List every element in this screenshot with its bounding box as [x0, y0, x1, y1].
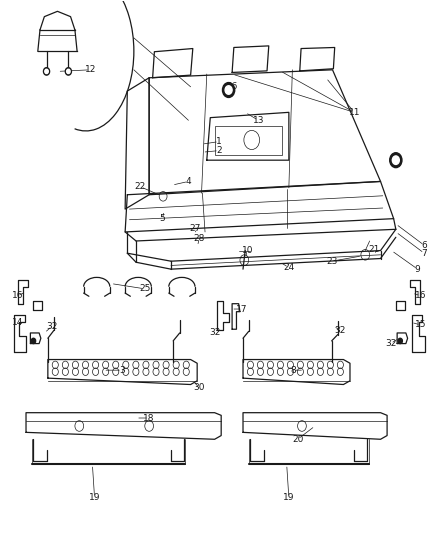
- Text: 19: 19: [89, 493, 100, 502]
- Text: 14: 14: [11, 318, 23, 327]
- Text: 15: 15: [415, 320, 427, 329]
- Text: 1: 1: [216, 137, 222, 146]
- Text: 28: 28: [194, 234, 205, 243]
- Text: 32: 32: [335, 326, 346, 335]
- Circle shape: [65, 68, 71, 75]
- Bar: [215, 126, 283, 155]
- Circle shape: [67, 69, 70, 74]
- Text: 23: 23: [326, 257, 337, 265]
- Text: 32: 32: [385, 339, 396, 348]
- Circle shape: [390, 153, 402, 167]
- Circle shape: [392, 156, 399, 165]
- Circle shape: [45, 69, 48, 74]
- Text: 16: 16: [415, 291, 427, 300]
- Text: 13: 13: [253, 116, 264, 125]
- Text: 16: 16: [11, 291, 23, 300]
- Text: 30: 30: [194, 383, 205, 392]
- Text: 7: 7: [421, 249, 427, 258]
- Text: 19: 19: [283, 493, 295, 502]
- Text: 32: 32: [209, 328, 220, 337]
- Text: 32: 32: [46, 321, 58, 330]
- Circle shape: [223, 83, 235, 98]
- Circle shape: [31, 338, 35, 344]
- Text: 5: 5: [159, 214, 165, 223]
- Text: 17: 17: [237, 304, 248, 313]
- Text: 25: 25: [139, 284, 151, 293]
- Text: 24: 24: [283, 263, 294, 272]
- Text: 6: 6: [421, 241, 427, 250]
- Text: 21: 21: [368, 245, 380, 254]
- Text: 26: 26: [226, 82, 238, 91]
- Circle shape: [225, 86, 232, 94]
- Text: 18: 18: [143, 414, 155, 423]
- Text: 9: 9: [415, 265, 420, 273]
- Text: 10: 10: [242, 246, 253, 255]
- Text: 11: 11: [349, 108, 360, 117]
- Text: 2: 2: [216, 146, 222, 155]
- Circle shape: [43, 68, 49, 75]
- Text: 4: 4: [186, 177, 191, 186]
- Text: 3: 3: [119, 366, 125, 375]
- Text: 27: 27: [189, 224, 201, 233]
- Text: 20: 20: [292, 435, 303, 444]
- Text: 12: 12: [85, 66, 96, 74]
- Text: 8: 8: [290, 366, 296, 375]
- Circle shape: [398, 338, 403, 344]
- Text: 22: 22: [135, 182, 146, 191]
